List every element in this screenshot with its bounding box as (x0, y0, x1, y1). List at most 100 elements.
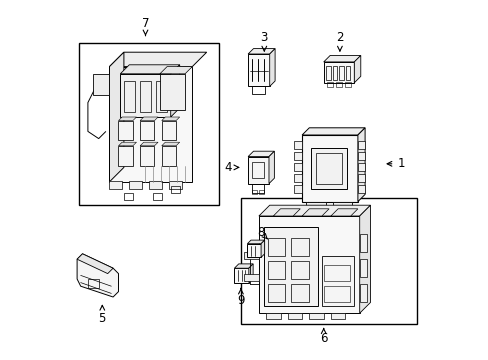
Bar (324, 286, 349, 302)
Polygon shape (118, 142, 136, 146)
Text: 1: 1 (386, 157, 404, 170)
Text: 2: 2 (335, 31, 343, 51)
Bar (123, 193, 133, 200)
Polygon shape (77, 254, 113, 274)
Polygon shape (247, 151, 274, 157)
Bar (291, 238, 308, 256)
Bar (129, 181, 142, 189)
Polygon shape (120, 65, 179, 74)
Bar (251, 162, 264, 178)
Bar (357, 141, 365, 149)
Bar (267, 284, 285, 302)
Bar (294, 163, 302, 171)
Bar (324, 265, 349, 281)
Bar (294, 152, 302, 160)
Polygon shape (258, 205, 370, 216)
Bar (332, 202, 352, 216)
Bar (359, 234, 366, 252)
Polygon shape (268, 151, 274, 184)
Bar (247, 157, 268, 184)
Bar (162, 121, 176, 140)
Bar (251, 184, 264, 193)
Text: 8: 8 (257, 226, 267, 239)
Polygon shape (162, 117, 179, 121)
Bar (287, 313, 302, 319)
Bar (251, 86, 265, 94)
Bar (160, 74, 185, 110)
Bar (357, 152, 365, 160)
Polygon shape (323, 55, 360, 62)
Polygon shape (354, 55, 360, 83)
Bar (310, 148, 346, 189)
Bar (325, 66, 330, 80)
Bar (359, 284, 366, 302)
Bar (247, 54, 269, 86)
Polygon shape (248, 264, 253, 283)
Bar (323, 62, 354, 83)
Text: 3: 3 (260, 31, 267, 51)
Polygon shape (170, 65, 179, 117)
Polygon shape (109, 67, 192, 182)
Bar (118, 146, 133, 166)
Bar (251, 190, 257, 194)
Bar (267, 238, 285, 256)
Bar (339, 66, 343, 80)
Bar (79, 43, 219, 205)
Bar (357, 174, 365, 182)
Bar (359, 259, 366, 277)
Bar (315, 153, 342, 184)
Bar (162, 146, 176, 166)
Bar (234, 268, 248, 283)
Bar (118, 121, 133, 140)
Bar (345, 82, 350, 87)
Bar (140, 121, 154, 140)
Text: 9: 9 (237, 288, 244, 307)
Bar (294, 185, 302, 193)
Polygon shape (234, 264, 253, 268)
Bar (264, 227, 318, 306)
Text: 4: 4 (224, 161, 238, 174)
Bar (291, 261, 308, 279)
Bar (149, 181, 162, 189)
Bar (120, 74, 170, 117)
Polygon shape (359, 205, 370, 313)
Polygon shape (244, 252, 258, 259)
Bar (109, 181, 122, 189)
Bar (170, 186, 179, 193)
Polygon shape (77, 254, 118, 297)
Polygon shape (247, 49, 275, 54)
Polygon shape (261, 240, 264, 257)
Bar (291, 284, 308, 302)
Bar (247, 244, 261, 257)
Bar (330, 313, 345, 319)
Polygon shape (93, 74, 109, 95)
Polygon shape (330, 209, 357, 216)
Bar (357, 163, 365, 171)
Bar (309, 313, 323, 319)
Text: 7: 7 (142, 17, 149, 36)
Polygon shape (160, 67, 192, 74)
Bar (326, 82, 332, 87)
Bar (305, 202, 325, 216)
Polygon shape (302, 209, 328, 216)
Bar (357, 185, 365, 193)
Bar (332, 66, 337, 80)
Polygon shape (273, 209, 300, 216)
Bar (88, 279, 99, 288)
Text: 6: 6 (319, 329, 327, 345)
Polygon shape (118, 117, 136, 121)
Bar (123, 81, 135, 112)
Bar (336, 82, 342, 87)
Text: 5: 5 (99, 305, 106, 325)
Bar (241, 198, 416, 324)
Bar (265, 313, 280, 319)
Bar (140, 146, 154, 166)
Bar (267, 261, 285, 279)
Polygon shape (357, 128, 365, 202)
Bar (294, 174, 302, 182)
Polygon shape (269, 49, 275, 86)
Bar (258, 190, 264, 194)
Bar (152, 193, 162, 200)
Bar (294, 141, 302, 149)
Bar (321, 256, 354, 306)
